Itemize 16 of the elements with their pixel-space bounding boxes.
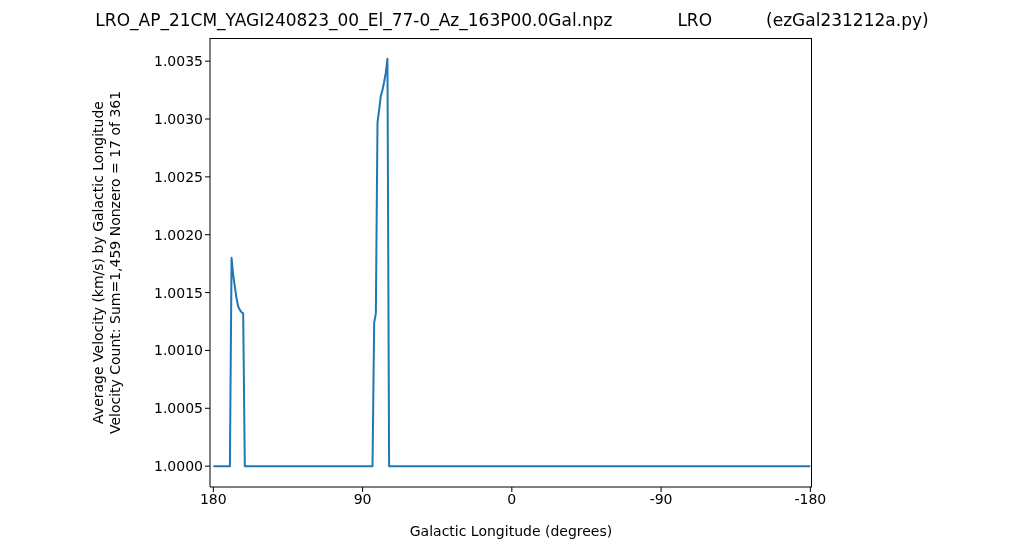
x-tick-label: 90 [353,490,372,507]
y-tick-label: 1.0035 [154,53,203,70]
y-tick-label: 1.0000 [154,458,203,475]
x-axis-title: Galactic Longitude (degrees) [409,523,613,539]
y-tick-label: 1.0005 [154,400,203,417]
x-tick-label: -180 [794,490,827,507]
y-tick-label: 1.0020 [154,226,203,243]
x-tick-label: 0 [507,490,517,507]
y-tick-label: 1.0015 [154,284,203,301]
x-tick-label: -90 [649,490,673,507]
y-tick-label: 1.0025 [154,168,203,185]
y-tick-label: 1.0030 [154,110,203,127]
y-tick-label: 1.0010 [154,342,203,359]
y-axis-title: Average Velocity (km/s) by Galactic Longitude Velocity Count: Sum=1,459 Nonzero = 17 of 361 [90,90,123,435]
chart-title: LRO_AP_21CM_YAGI240823_00_El_77-0_Az_163P00.0Gal.npz LRO (ezGal231212a.py) [94,10,930,30]
x-tick-label: 180 [199,490,227,507]
